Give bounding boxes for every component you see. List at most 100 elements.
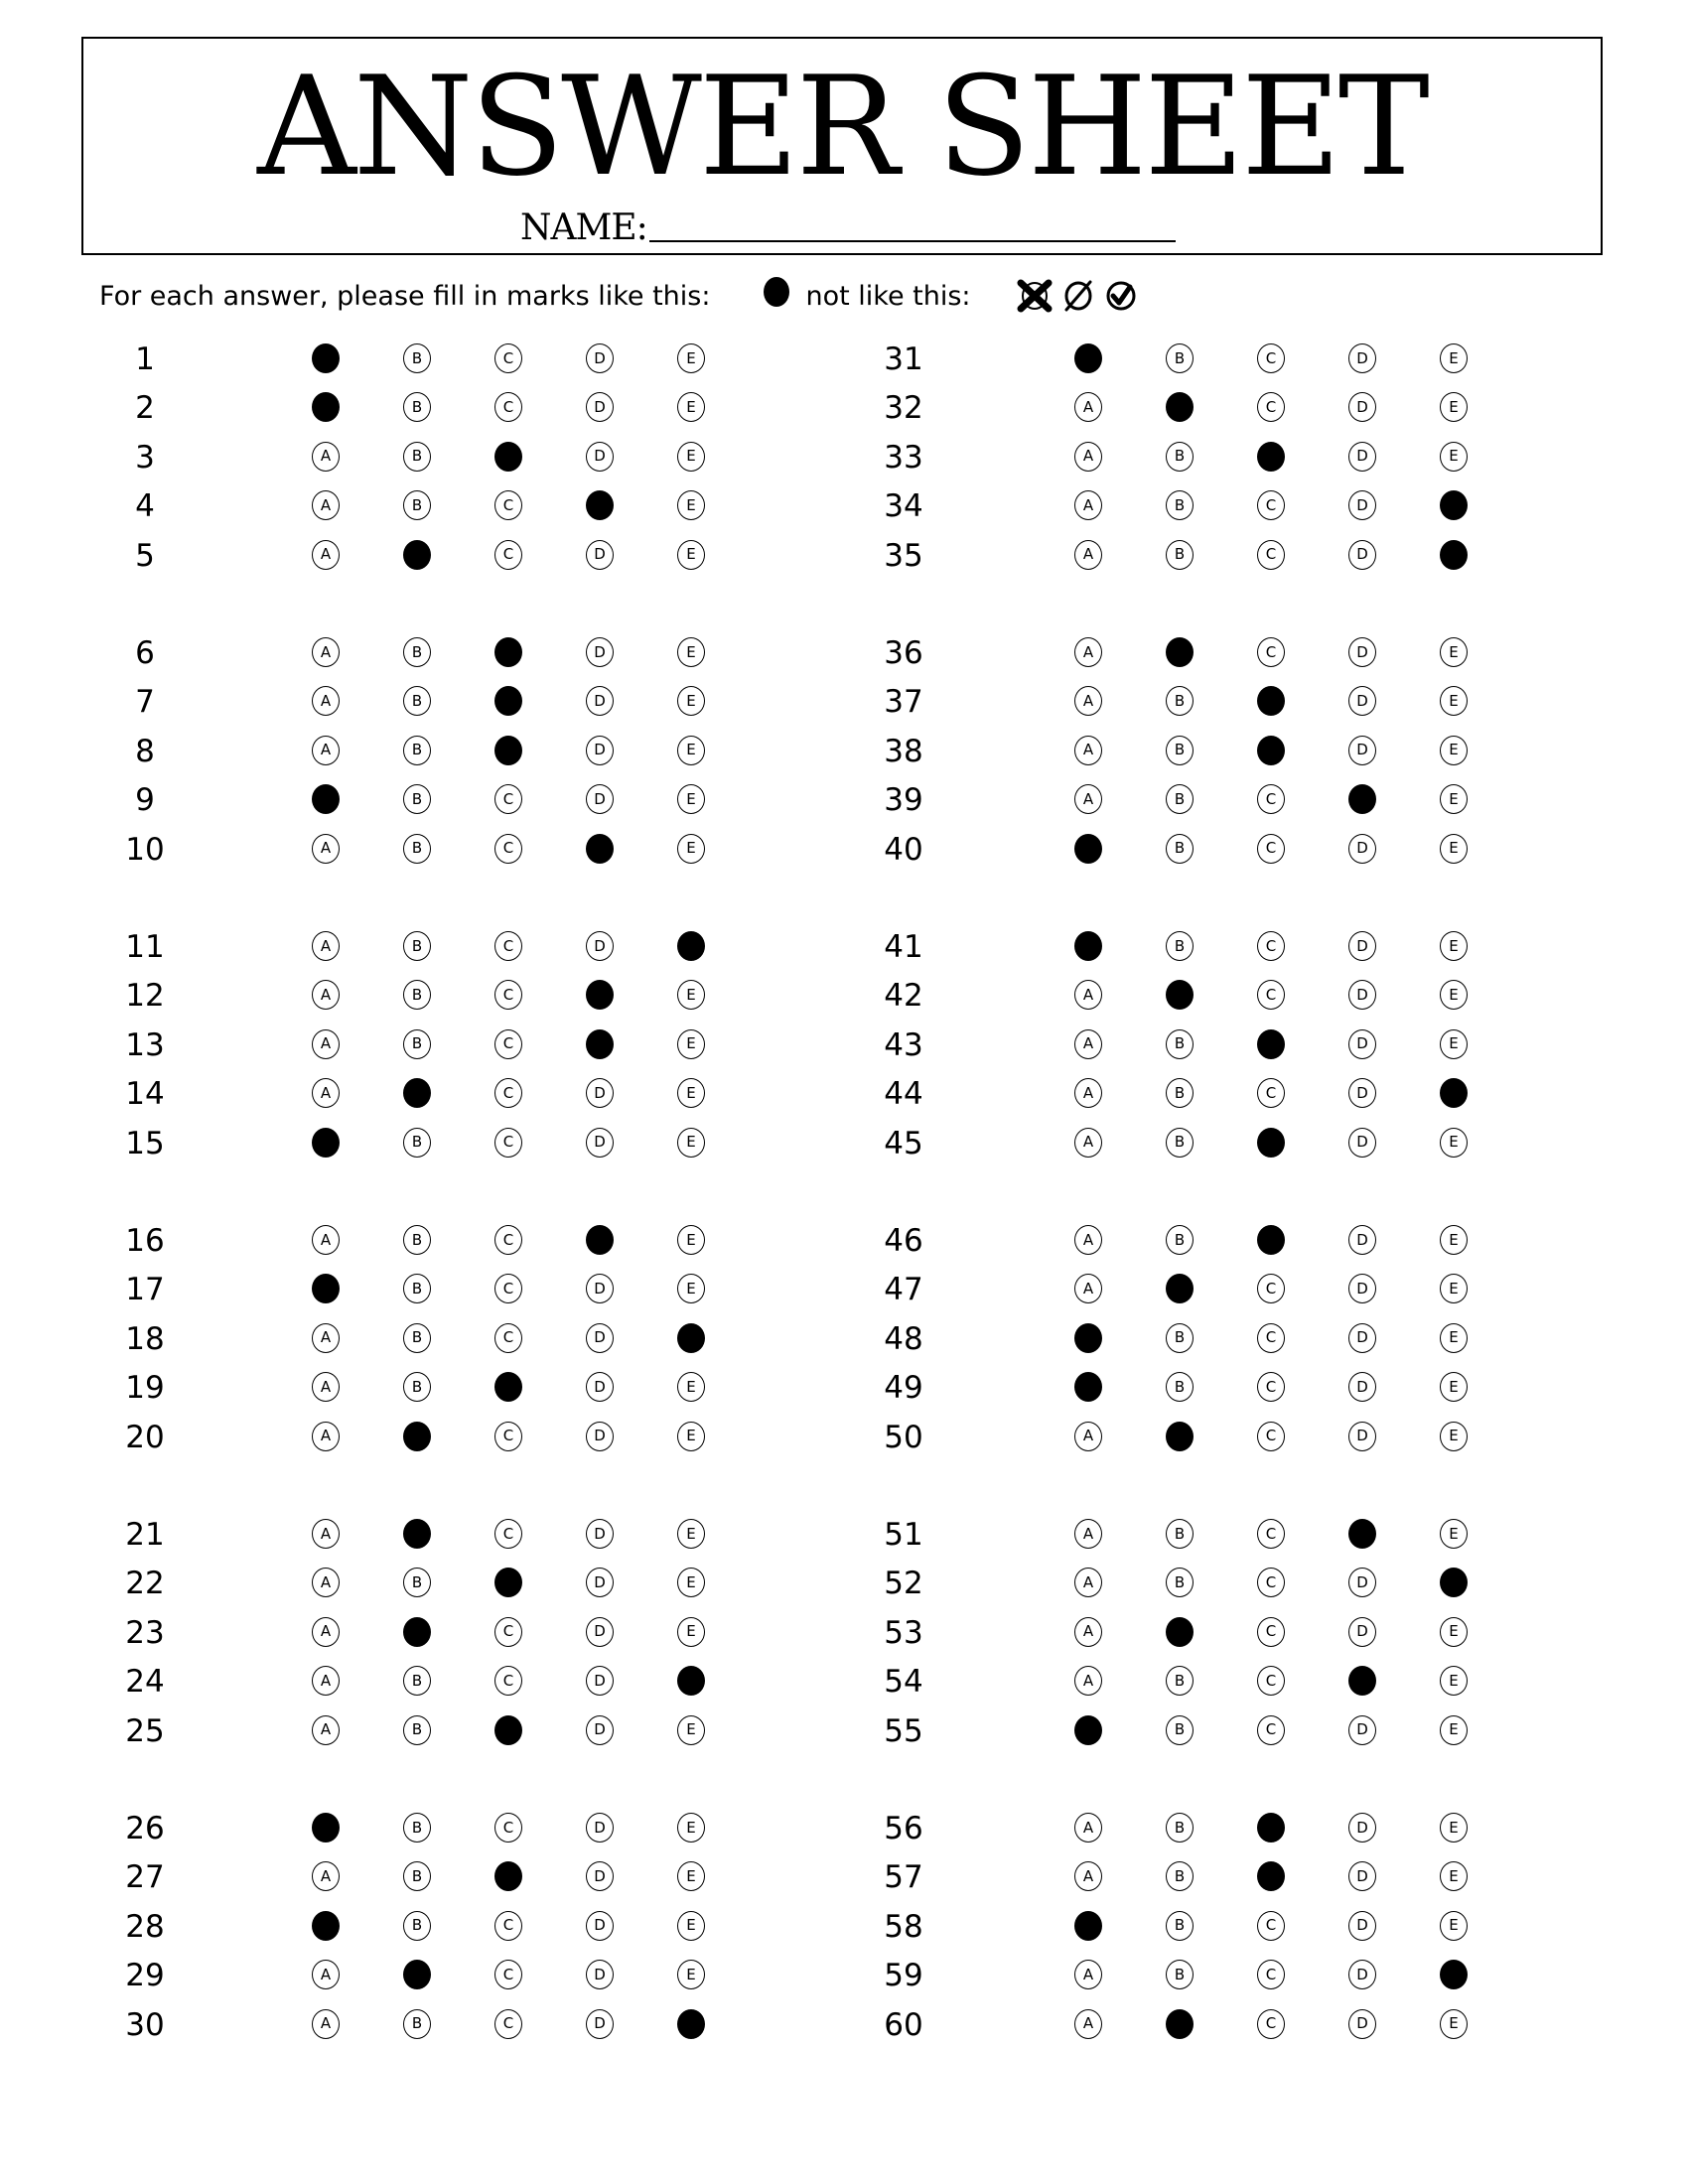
answer-bubble-e[interactable]: E: [677, 1813, 705, 1843]
answer-bubble-a[interactable]: A: [312, 1960, 340, 1990]
answer-bubble-b[interactable]: B: [1166, 735, 1194, 765]
answer-bubble-b[interactable]: B: [403, 931, 431, 961]
answer-bubble-d[interactable]: D: [586, 1078, 614, 1109]
answer-bubble-e[interactable]: E: [1440, 1322, 1468, 1353]
answer-bubble-e[interactable]: E: [1440, 1813, 1468, 1843]
answer-bubble-b[interactable]: B: [403, 441, 431, 472]
answer-bubble-b[interactable]: B: [1166, 539, 1194, 570]
answer-bubble-a[interactable]: A: [1074, 1127, 1102, 1158]
answer-bubble-c[interactable]: C: [494, 490, 522, 521]
answer-bubble-a[interactable]: A: [312, 980, 340, 1011]
answer-bubble-e[interactable]: E: [677, 686, 705, 717]
answer-bubble-b[interactable]: B: [1166, 931, 1194, 961]
answer-bubble-a[interactable]: A: [1074, 490, 1102, 521]
answer-bubble-d[interactable]: D: [586, 441, 614, 472]
answer-bubble-d[interactable]: D: [586, 490, 614, 521]
answer-bubble-d[interactable]: D: [586, 1274, 614, 1304]
answer-bubble-c[interactable]: C: [494, 931, 522, 961]
answer-bubble-c[interactable]: C: [1257, 1028, 1285, 1059]
answer-bubble-b[interactable]: B: [1166, 1372, 1194, 1403]
answer-bubble-a[interactable]: A: [312, 1813, 340, 1843]
answer-bubble-e[interactable]: E: [1440, 1910, 1468, 1941]
answer-bubble-b[interactable]: B: [1166, 392, 1194, 423]
answer-bubble-d[interactable]: D: [586, 1910, 614, 1941]
answer-bubble-b[interactable]: B: [403, 637, 431, 667]
answer-bubble-d[interactable]: D: [1348, 490, 1376, 521]
answer-bubble-e[interactable]: E: [1440, 1861, 1468, 1892]
answer-bubble-a[interactable]: A: [1074, 2008, 1102, 2039]
answer-bubble-b[interactable]: B: [403, 1960, 431, 1990]
answer-bubble-a[interactable]: A: [1074, 980, 1102, 1011]
answer-bubble-e[interactable]: E: [1440, 441, 1468, 472]
answer-bubble-e[interactable]: E: [677, 392, 705, 423]
answer-bubble-e[interactable]: E: [1440, 833, 1468, 864]
answer-bubble-a[interactable]: A: [1074, 1910, 1102, 1941]
answer-bubble-c[interactable]: C: [1257, 392, 1285, 423]
answer-bubble-d[interactable]: D: [586, 637, 614, 667]
answer-bubble-a[interactable]: A: [1074, 1421, 1102, 1451]
answer-bubble-a[interactable]: A: [312, 833, 340, 864]
answer-bubble-c[interactable]: C: [494, 1666, 522, 1697]
answer-bubble-b[interactable]: B: [1166, 1274, 1194, 1304]
answer-bubble-b[interactable]: B: [1166, 1910, 1194, 1941]
answer-bubble-b[interactable]: B: [1166, 980, 1194, 1011]
answer-bubble-e[interactable]: E: [1440, 1421, 1468, 1451]
answer-bubble-c[interactable]: C: [494, 1714, 522, 1745]
answer-bubble-a[interactable]: A: [312, 1616, 340, 1647]
answer-bubble-d[interactable]: D: [1348, 1127, 1376, 1158]
answer-bubble-d[interactable]: D: [586, 1421, 614, 1451]
answer-bubble-e[interactable]: E: [1440, 539, 1468, 570]
answer-bubble-d[interactable]: D: [586, 1372, 614, 1403]
answer-bubble-d[interactable]: D: [1348, 1519, 1376, 1549]
answer-bubble-c[interactable]: C: [1257, 441, 1285, 472]
answer-bubble-d[interactable]: D: [1348, 1372, 1376, 1403]
answer-bubble-c[interactable]: C: [494, 1568, 522, 1598]
answer-bubble-e[interactable]: E: [677, 931, 705, 961]
answer-bubble-b[interactable]: B: [403, 1421, 431, 1451]
answer-bubble-a[interactable]: A: [312, 1910, 340, 1941]
answer-bubble-c[interactable]: C: [494, 686, 522, 717]
answer-bubble-b[interactable]: B: [403, 1225, 431, 1255]
answer-bubble-a[interactable]: A: [1074, 441, 1102, 472]
answer-bubble-d[interactable]: D: [1348, 539, 1376, 570]
answer-bubble-c[interactable]: C: [494, 1078, 522, 1109]
answer-bubble-e[interactable]: E: [1440, 1960, 1468, 1990]
answer-bubble-d[interactable]: D: [586, 1616, 614, 1647]
answer-bubble-e[interactable]: E: [677, 343, 705, 373]
answer-bubble-e[interactable]: E: [677, 1616, 705, 1647]
answer-bubble-c[interactable]: C: [1257, 2008, 1285, 2039]
answer-bubble-a[interactable]: A: [1074, 1568, 1102, 1598]
answer-bubble-b[interactable]: B: [403, 1616, 431, 1647]
answer-bubble-e[interactable]: E: [677, 539, 705, 570]
answer-bubble-a[interactable]: A: [312, 2008, 340, 2039]
answer-bubble-c[interactable]: C: [1257, 735, 1285, 765]
answer-bubble-c[interactable]: C: [494, 1028, 522, 1059]
answer-bubble-d[interactable]: D: [1348, 1616, 1376, 1647]
answer-bubble-a[interactable]: A: [312, 490, 340, 521]
answer-bubble-d[interactable]: D: [1348, 1421, 1376, 1451]
answer-bubble-d[interactable]: D: [586, 2008, 614, 2039]
answer-bubble-a[interactable]: A: [1074, 1714, 1102, 1745]
answer-bubble-d[interactable]: D: [1348, 1568, 1376, 1598]
answer-bubble-d[interactable]: D: [586, 1225, 614, 1255]
answer-bubble-e[interactable]: E: [1440, 686, 1468, 717]
answer-bubble-c[interactable]: C: [1257, 1274, 1285, 1304]
answer-bubble-c[interactable]: C: [1257, 931, 1285, 961]
answer-bubble-b[interactable]: B: [1166, 1813, 1194, 1843]
answer-bubble-c[interactable]: C: [1257, 784, 1285, 815]
answer-bubble-e[interactable]: E: [677, 833, 705, 864]
answer-bubble-a[interactable]: A: [312, 1568, 340, 1598]
answer-bubble-d[interactable]: D: [586, 686, 614, 717]
answer-bubble-e[interactable]: E: [677, 1322, 705, 1353]
answer-bubble-e[interactable]: E: [1440, 980, 1468, 1011]
answer-bubble-c[interactable]: C: [1257, 1372, 1285, 1403]
answer-bubble-e[interactable]: E: [677, 1225, 705, 1255]
answer-bubble-c[interactable]: C: [1257, 686, 1285, 717]
answer-bubble-d[interactable]: D: [586, 833, 614, 864]
answer-bubble-c[interactable]: C: [494, 1225, 522, 1255]
answer-bubble-b[interactable]: B: [1166, 343, 1194, 373]
answer-bubble-b[interactable]: B: [1166, 1714, 1194, 1745]
answer-bubble-a[interactable]: A: [1074, 735, 1102, 765]
answer-bubble-e[interactable]: E: [677, 1861, 705, 1892]
answer-bubble-b[interactable]: B: [403, 1274, 431, 1304]
